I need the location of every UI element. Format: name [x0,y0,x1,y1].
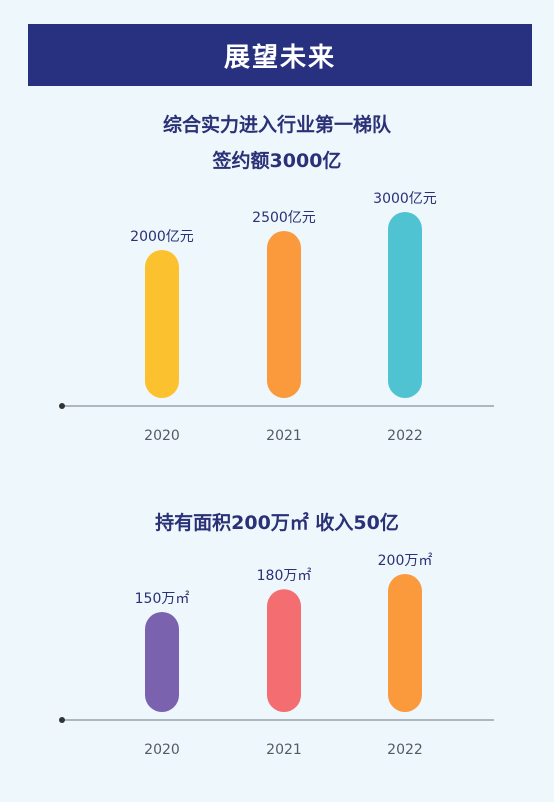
holding-area-bar-chart: 150万㎡ 2020 180万㎡ 2021 200万㎡ 2022 [59,553,494,758]
chart2-title: 持有面积200万㎡ 收入50亿 [155,512,399,534]
data-label-2022: 200万㎡ [378,553,433,569]
data-label-2020: 150万㎡ [135,591,190,607]
bar-2022 [388,574,422,712]
x-tick-2021: 2021 [266,428,302,444]
page-title: 展望未来 [223,42,336,73]
bar-2020 [145,250,179,398]
bar-2021 [267,231,301,398]
bar-2022 [388,212,422,398]
data-label-2021: 2500亿元 [252,210,316,226]
x-tick-2022: 2022 [387,428,423,444]
chart1-title: 综合实力进入行业第一梯队 [162,114,391,136]
data-label-2022: 3000亿元 [373,191,437,207]
data-label-2021: 180万㎡ [257,568,312,584]
x-tick-2022: 2022 [387,742,423,758]
signed-amount-bar-chart: 2000亿元 2020 2500亿元 2021 3000亿元 2022 [59,191,494,444]
bar-2021 [267,589,301,712]
bar-2020 [145,612,179,712]
x-tick-2020: 2020 [144,742,180,758]
x-axis-origin-dot [59,717,65,723]
data-label-2020: 2000亿元 [130,229,194,245]
chart1-subtitle: 签约额3000亿 [212,150,342,172]
x-tick-2020: 2020 [144,428,180,444]
x-tick-2021: 2021 [266,742,302,758]
page-header: 展望未来 [28,24,532,86]
x-axis-origin-dot [59,403,65,409]
